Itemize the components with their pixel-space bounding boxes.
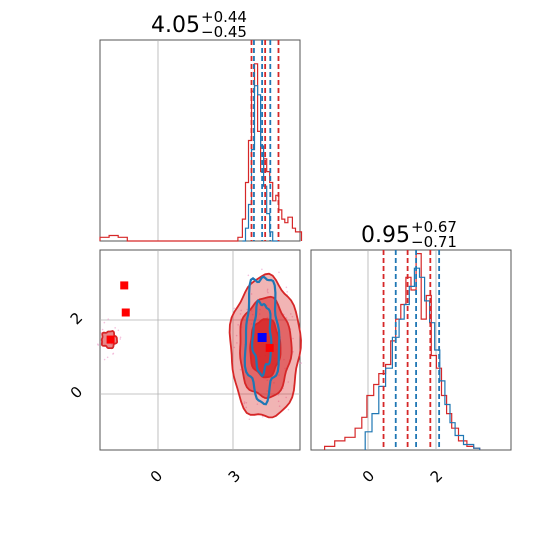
scatter-point bbox=[278, 405, 281, 408]
blue-marker bbox=[257, 333, 267, 342]
panel3-ytick-2: 2 bbox=[67, 309, 86, 328]
scatter-point bbox=[245, 401, 248, 404]
scatter-point bbox=[277, 394, 280, 396]
scatter-point bbox=[239, 313, 242, 315]
panel1-hist-series-0 bbox=[99, 63, 303, 242]
panel1-histograms bbox=[99, 63, 303, 242]
scatter-point bbox=[117, 329, 120, 332]
blue-contour-outer bbox=[243, 275, 281, 406]
panel2-title-value: 0.95 bbox=[361, 223, 410, 248]
scatter-point bbox=[243, 401, 246, 403]
scatter-point bbox=[239, 368, 242, 371]
red-marker-0 bbox=[120, 281, 129, 290]
scatter-point bbox=[287, 381, 290, 383]
panel1-quantile-lines bbox=[250, 40, 280, 241]
scatter-point bbox=[267, 291, 269, 294]
panel2-title-lower: −0.71 bbox=[411, 233, 457, 251]
scatter-point bbox=[119, 336, 122, 339]
panel-marginal-1: 4.05 +0.44 −0.45 bbox=[99, 8, 303, 242]
scatter-point bbox=[103, 358, 106, 361]
panel-joint-2d: 0 3 0 2 bbox=[67, 249, 303, 486]
scatter-point bbox=[286, 291, 288, 293]
scatter-point bbox=[266, 290, 269, 292]
scatter-point bbox=[233, 346, 236, 349]
scatter-point bbox=[250, 293, 253, 295]
scatter-point bbox=[236, 342, 238, 344]
scatter-point bbox=[248, 418, 251, 421]
panel-marginal-2: 0.95 +0.67 −0.71 0 2 bbox=[310, 218, 512, 486]
panel2-xtick-0: 0 bbox=[359, 467, 378, 486]
scatter-point bbox=[292, 337, 294, 340]
scatter-point bbox=[298, 362, 301, 364]
red-marker-2 bbox=[106, 335, 115, 344]
scatter-point bbox=[278, 271, 280, 274]
scatter-point bbox=[103, 321, 106, 324]
panel3-xtick-0: 0 bbox=[147, 467, 166, 486]
scatter-point bbox=[245, 406, 248, 409]
scatter-point bbox=[292, 351, 294, 353]
scatter-point bbox=[107, 318, 110, 320]
scatter-point bbox=[287, 408, 290, 411]
panel3-xtick-3: 3 bbox=[225, 467, 244, 486]
scatter-point bbox=[119, 338, 122, 340]
scatter-point bbox=[247, 274, 250, 277]
scatter-point bbox=[106, 356, 109, 359]
scatter-point bbox=[277, 400, 280, 403]
panel2-xtick-2: 2 bbox=[427, 467, 446, 486]
scatter-point bbox=[243, 402, 246, 405]
scatter-point bbox=[114, 327, 116, 329]
scatter-point bbox=[261, 268, 263, 271]
blue-contour-inner bbox=[250, 299, 273, 378]
panel1-title-upper: +0.44 bbox=[201, 8, 247, 26]
scatter-point bbox=[233, 307, 236, 310]
scatter-point bbox=[246, 308, 248, 311]
panel1-hist-series-1 bbox=[242, 85, 279, 242]
panel1-title-lower: −0.45 bbox=[201, 23, 247, 41]
scatter-point bbox=[240, 309, 242, 312]
scatter-point bbox=[112, 352, 115, 355]
panel2-quantile-lines bbox=[382, 250, 441, 450]
scatter-point bbox=[289, 313, 292, 315]
red-marker-1 bbox=[121, 308, 130, 317]
scatter-point bbox=[285, 396, 287, 399]
scatter-point bbox=[285, 317, 288, 319]
scatter-point bbox=[291, 315, 294, 318]
scatter-point bbox=[101, 328, 104, 331]
red-marker-3 bbox=[265, 343, 274, 352]
scatter-point bbox=[285, 286, 288, 289]
panel1-title-value: 4.05 bbox=[151, 13, 200, 38]
panel3-ytick-0: 0 bbox=[67, 383, 86, 402]
scatter-point bbox=[235, 334, 238, 337]
scatter-point bbox=[261, 415, 264, 418]
panel2-hist-series-1 bbox=[364, 267, 481, 450]
scatter-point bbox=[266, 288, 269, 291]
scatter-point bbox=[256, 403, 259, 405]
scatter-point bbox=[237, 324, 239, 326]
panel2-title-upper: +0.67 bbox=[411, 218, 457, 236]
panel3-markers bbox=[106, 281, 274, 352]
scatter-point bbox=[300, 362, 303, 364]
scatter-point bbox=[97, 343, 99, 346]
